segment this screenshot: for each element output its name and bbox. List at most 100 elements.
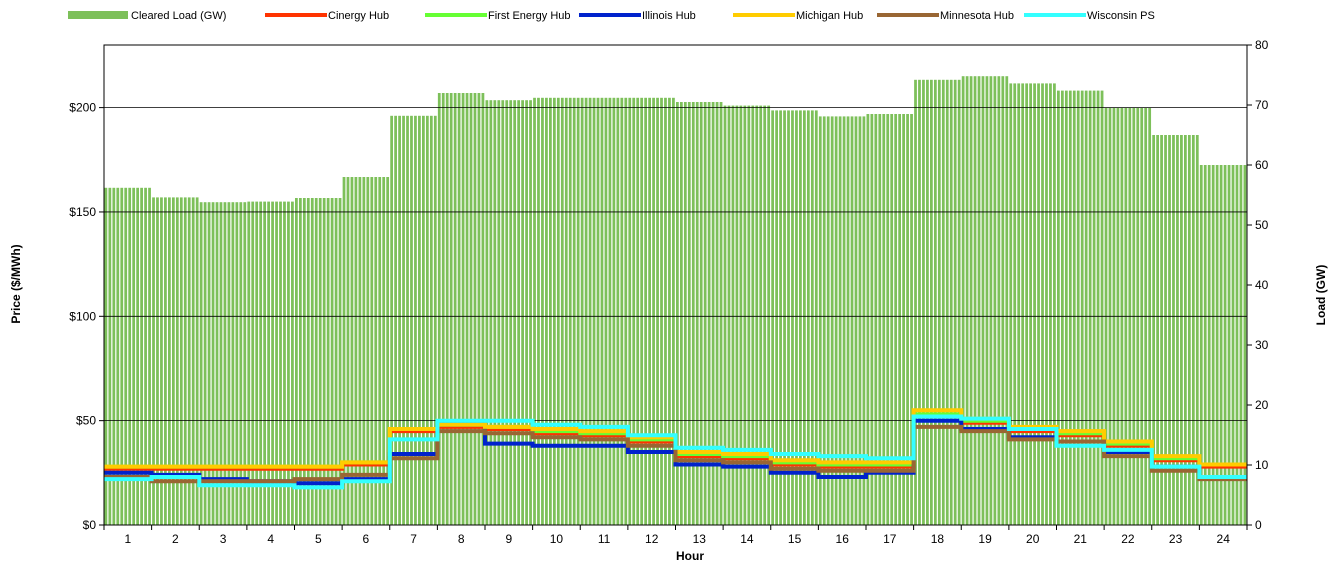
bar-slice (620, 97, 624, 526)
x-tick-label: 11 (598, 532, 611, 546)
bar-slice (1033, 83, 1036, 526)
x-tick-label: 16 (836, 532, 850, 546)
bar-slice (322, 198, 326, 525)
bar-slice (906, 114, 909, 525)
legend-label: Wisconsin PS (1087, 10, 1155, 22)
bar-hour-3 (199, 202, 247, 525)
x-tick-label: 17 (883, 532, 897, 546)
x-tick-label: 24 (1217, 532, 1231, 546)
right-tick-label: 20 (1255, 398, 1269, 412)
bar-slice (1191, 135, 1195, 525)
bar-slice (306, 198, 310, 525)
bar-slice (342, 177, 346, 525)
bar-slice (251, 201, 255, 525)
bar-slice (874, 114, 878, 525)
bar-slice (509, 100, 513, 525)
legend-item: Cleared Load (GW) (68, 10, 226, 22)
bar-slice (592, 97, 596, 526)
bar-hour-17 (866, 114, 913, 525)
bar-slice (1172, 135, 1175, 525)
bar-slice (132, 187, 136, 526)
left-tick-label: $200 (69, 101, 96, 115)
bar-slice (1060, 90, 1064, 525)
bar-slice (183, 197, 187, 525)
bar-slice (787, 110, 790, 526)
bar-slice (862, 116, 866, 526)
bar-slice (898, 114, 902, 525)
bar-slice (604, 97, 608, 526)
bar-slice (1041, 83, 1044, 526)
bar-slice (259, 201, 263, 525)
bar-slice (1064, 90, 1068, 525)
bar-slice (120, 187, 124, 526)
bar-slice (112, 187, 116, 526)
legend-item: Michigan Hub (733, 10, 863, 22)
bar-slice (894, 114, 898, 525)
bar-slice (616, 97, 620, 526)
bar-slice (382, 177, 386, 525)
bar-slice (576, 97, 580, 526)
bar-slice (521, 100, 524, 525)
right-tick-label: 60 (1255, 158, 1269, 172)
bar-slice (727, 105, 731, 525)
bar-slice (227, 202, 231, 525)
left-tick-label: $150 (69, 205, 96, 219)
x-tick-label: 12 (645, 532, 659, 546)
legend-item: Cinergy Hub (265, 10, 389, 22)
bar-slice (660, 97, 663, 526)
bar-slice (1001, 76, 1005, 525)
bar-slice (164, 197, 167, 525)
x-tick-label: 14 (740, 532, 754, 546)
bar-slice (287, 201, 290, 525)
bar-slice (556, 97, 560, 526)
bar-slice (1203, 165, 1207, 525)
bar-slice (394, 115, 397, 526)
bar-slice (1231, 165, 1235, 525)
y-axis-right-title: Load (GW) (1314, 265, 1328, 326)
bar-slice (656, 97, 659, 526)
bar-slice (973, 76, 977, 525)
bar-slice (422, 115, 425, 526)
y-axis-left-title: Price ($/MWh) (9, 244, 23, 323)
bar-slice (568, 97, 572, 526)
bar-slice (326, 198, 330, 525)
legend-item: First Energy Hub (425, 10, 571, 22)
bar-slice (334, 198, 338, 525)
bar-slice (191, 197, 195, 525)
bar-slice (723, 105, 727, 525)
bar-slice (628, 97, 632, 526)
bar-hour-1 (104, 187, 151, 526)
bar-slice (279, 201, 282, 525)
bar-slice (1057, 90, 1060, 525)
bar-slice (672, 97, 675, 526)
x-tick-label: 18 (931, 532, 945, 546)
bar-slice (513, 100, 517, 525)
bar-slice (215, 202, 219, 525)
bar-slice (1005, 76, 1009, 525)
bar-hour-15 (771, 110, 818, 526)
bar-slice (140, 187, 143, 526)
bar-slice (1029, 83, 1032, 526)
bar-hour-8 (437, 93, 485, 525)
bar-slice (596, 97, 600, 526)
legend-label: Illinois Hub (642, 10, 696, 22)
bar-slice (219, 202, 223, 525)
bar-slice (922, 79, 925, 526)
bar-slice (461, 93, 465, 525)
bar-slice (1187, 135, 1191, 525)
bar-slice (1025, 83, 1029, 526)
bar-slice (1180, 135, 1183, 525)
bar-slice (818, 116, 822, 526)
bar-slice (239, 202, 243, 525)
bar-slice (1049, 83, 1052, 526)
bar-slice (822, 116, 826, 526)
x-tick-label: 5 (315, 532, 322, 546)
bar-slice (930, 79, 933, 526)
bar-slice (505, 100, 509, 525)
bar-slice (1223, 165, 1227, 525)
bar-slice (1037, 83, 1040, 526)
bar-slice (584, 97, 588, 526)
bar-hour-4 (247, 201, 294, 525)
bar-slice (541, 97, 544, 526)
bar-slice (406, 115, 409, 526)
